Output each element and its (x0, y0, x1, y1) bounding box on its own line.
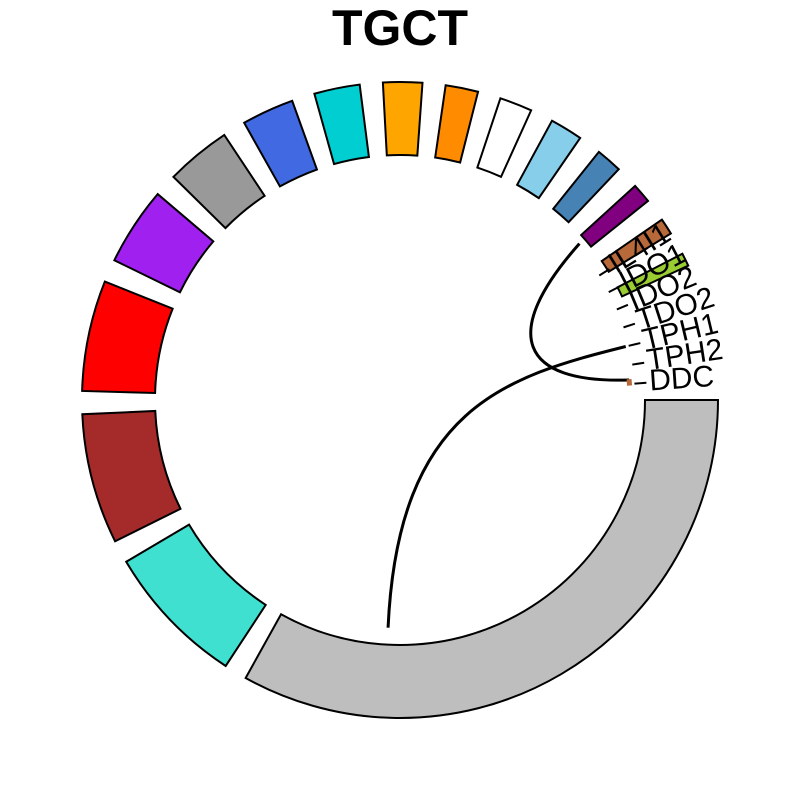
sector-10 (477, 98, 531, 177)
sector-1 (126, 525, 266, 666)
gene-tick-tdo2 (623, 324, 634, 328)
sector-0 (246, 400, 718, 718)
sector-8 (383, 82, 423, 156)
sector-3 (82, 282, 173, 393)
gene-tick-ido2 (617, 305, 628, 310)
chart-title: TGCT (0, 0, 800, 56)
gene-tick-tph2 (632, 363, 644, 365)
sector-6 (244, 101, 317, 187)
gene-tick-tph1 (629, 343, 641, 346)
sector-9 (435, 85, 478, 162)
sector-2 (82, 411, 180, 541)
gene-tick-ddc (634, 383, 646, 384)
gene-label-ddc: DDC (648, 360, 715, 397)
sector-5 (173, 135, 264, 228)
sector-4 (114, 194, 213, 292)
sector-7 (314, 85, 369, 164)
